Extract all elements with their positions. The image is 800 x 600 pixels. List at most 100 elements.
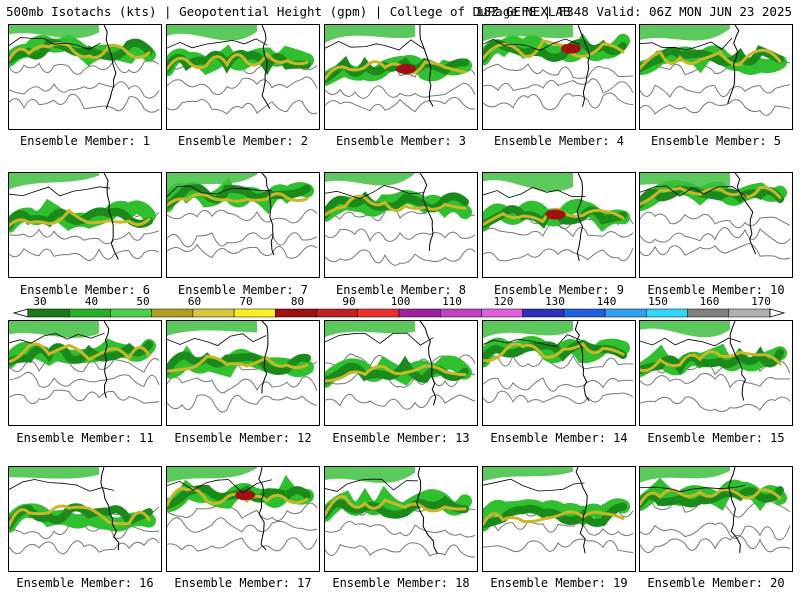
ensemble-map-panel [166, 466, 320, 572]
colorbar-swatch [398, 308, 441, 318]
ensemble-map-panel [8, 466, 162, 572]
jet-isotach-band [167, 351, 311, 376]
height-contour [167, 376, 318, 394]
isotach-fill [640, 467, 730, 483]
colorbar-tick-label: 110 [442, 295, 462, 308]
jet-isotach-band [325, 364, 467, 383]
height-contour [9, 358, 160, 373]
colorbar-max-arrow [769, 308, 786, 318]
isotach-map [640, 321, 791, 413]
jet-isotach-band [325, 55, 469, 83]
jet-max-core [545, 209, 566, 220]
colorbar-min-arrow [12, 308, 29, 318]
colorbar-tick-label: 100 [390, 295, 411, 308]
coastline [734, 173, 757, 255]
colorbar-swatch [275, 308, 317, 318]
isotach-fill [640, 321, 730, 338]
ensemble-member-label: Ensemble Member: 11 [16, 431, 154, 445]
ensemble-map-panel [166, 24, 320, 130]
coastline [325, 39, 425, 51]
isotach-map [167, 467, 318, 552]
isotach-map [640, 25, 791, 116]
ensemble-map-panel [166, 172, 320, 278]
jet-isotach-band [640, 48, 782, 70]
isotach-map [483, 321, 634, 405]
isotach-fill [325, 321, 415, 338]
coastline [103, 321, 110, 398]
height-contour [167, 243, 318, 259]
coastline [103, 173, 119, 260]
colorbar-swatch [233, 308, 276, 318]
coastline [640, 185, 747, 198]
isotach-map [167, 321, 318, 413]
coastline [727, 25, 740, 104]
jet-isotach-band [640, 343, 787, 378]
jet-isotach-band [325, 194, 467, 217]
coastline [167, 479, 272, 494]
isotach-map [483, 25, 634, 111]
coastline [419, 173, 434, 251]
coastline [167, 38, 268, 49]
coastline [640, 337, 742, 347]
coastline [577, 25, 591, 107]
height-contour [640, 396, 791, 413]
height-contour [9, 389, 160, 405]
header-run-info: 18Z GEFS | F348 Valid: 06Z MON JUN 23 20… [475, 4, 792, 19]
height-contour [640, 522, 791, 541]
isotach-fill [167, 321, 257, 336]
coastline [167, 333, 267, 346]
height-contour [9, 58, 160, 75]
jet-isotach-band [167, 192, 309, 207]
ensemble-map-panel [8, 24, 162, 130]
isotach-fill [167, 173, 257, 191]
ensemble-member-label: Ensemble Member: 2 [177, 134, 309, 148]
isotach-map [325, 321, 476, 410]
jet-isotach-band [325, 495, 467, 517]
colorbar-swatch [439, 308, 482, 318]
isotach-fill [325, 173, 415, 186]
colorbar-swatch [481, 308, 523, 318]
height-contour [640, 99, 791, 116]
jet-isotach-band [640, 350, 782, 373]
jet-max-core [235, 490, 256, 501]
height-contour [9, 81, 160, 99]
ensemble-member-label: Ensemble Member: 7 [177, 283, 309, 297]
colorbar-tick-label: 80 [290, 295, 305, 308]
ensemble-map-panel [639, 24, 793, 130]
isotach-fill [167, 25, 257, 41]
coastline [9, 186, 111, 197]
colorbar-swatch [192, 308, 235, 318]
jet-isotach-band [325, 60, 467, 81]
jet-isotach-band [9, 504, 151, 528]
colorbar-tick-label: 150 [648, 295, 668, 308]
height-contour [640, 84, 791, 98]
isotach-map [9, 173, 160, 261]
coastline [325, 332, 434, 346]
height-contour [167, 99, 318, 115]
coastline [729, 321, 747, 401]
height-contour [483, 92, 634, 111]
isotach-fill [640, 25, 730, 41]
height-contour [483, 354, 634, 370]
jet-isotach-band [325, 191, 469, 219]
colorbar-swatch [646, 308, 688, 318]
isotach-map [167, 173, 318, 259]
height-contour [167, 394, 318, 413]
height-contour [167, 502, 318, 522]
height-contour [325, 371, 476, 388]
height-contour [483, 78, 634, 94]
isotach-fill [640, 173, 730, 188]
colorbar-tick-label: 60 [187, 295, 202, 308]
isotach-fill [9, 321, 99, 338]
height-contour [483, 390, 634, 405]
ensemble-member-label: Ensemble Member: 12 [174, 431, 312, 445]
jet-isotach-band [9, 208, 151, 228]
jet-isotach-band [483, 342, 625, 363]
colorbar-swatch [27, 308, 70, 318]
jet-isotach-band [9, 207, 153, 230]
isotach-map [9, 25, 160, 113]
isotach-fill [483, 321, 573, 339]
colorbar-tick-label: 30 [33, 295, 47, 308]
jet-isotach-band [167, 182, 311, 210]
isotach-map [9, 321, 160, 405]
